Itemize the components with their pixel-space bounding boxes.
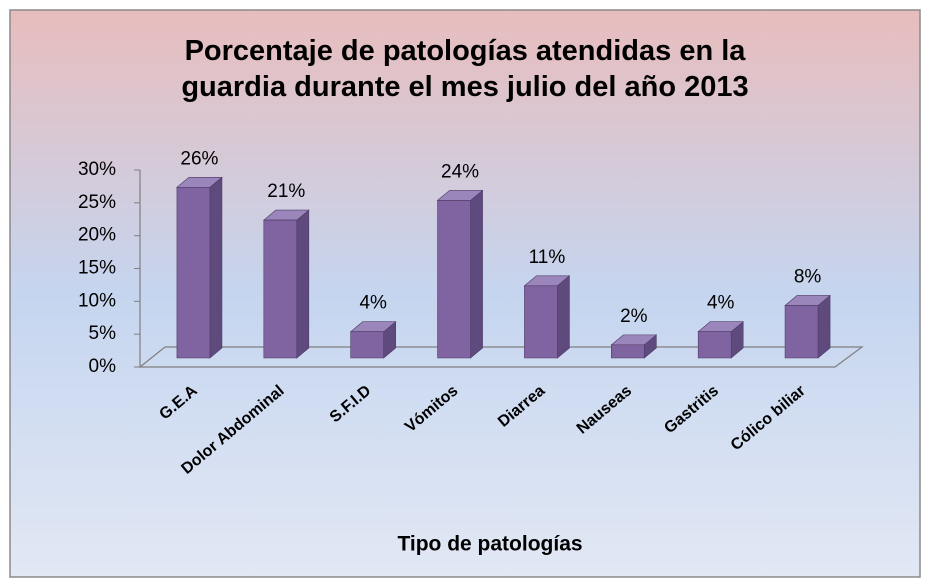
bar-side — [296, 209, 310, 359]
y-tick-label: 10% — [78, 290, 116, 311]
value-label: 21% — [267, 181, 305, 202]
bar-front — [176, 186, 211, 359]
y-tick-label: 15% — [78, 258, 116, 279]
bar-front — [784, 305, 819, 359]
bar-front — [350, 331, 384, 359]
value-label: 2% — [620, 306, 648, 327]
y-tick-label: 20% — [78, 225, 116, 246]
y-tick-label: 25% — [78, 192, 116, 213]
bar — [610, 334, 658, 359]
y-tick-label: 5% — [89, 323, 117, 344]
value-label: 4% — [707, 293, 735, 314]
y-tick-label: 30% — [78, 159, 116, 180]
value-label: 11% — [529, 247, 566, 268]
value-label: 8% — [794, 266, 822, 287]
bar-front — [437, 200, 471, 359]
bar — [176, 176, 223, 359]
x-axis-title: Tipo de patologías — [397, 533, 582, 556]
value-label: 24% — [441, 161, 479, 182]
bar — [523, 275, 571, 359]
bar-front — [697, 331, 732, 359]
bar — [784, 294, 831, 359]
y-tick-label: 0% — [89, 356, 117, 377]
bar — [697, 321, 745, 359]
bar-front — [263, 219, 298, 359]
bar-front — [524, 285, 558, 359]
chart-title: Porcentaje de patologías atendidas en la… — [181, 35, 749, 103]
bar — [349, 321, 397, 359]
bar — [262, 209, 310, 359]
bar-side — [209, 176, 223, 359]
value-label: 26% — [180, 148, 218, 169]
bar-side — [817, 294, 831, 359]
bar-side — [557, 275, 570, 359]
value-label: 4% — [359, 293, 387, 314]
floor — [138, 346, 864, 368]
bar — [436, 189, 484, 359]
bar-side — [470, 189, 483, 359]
bar-front — [611, 344, 645, 359]
